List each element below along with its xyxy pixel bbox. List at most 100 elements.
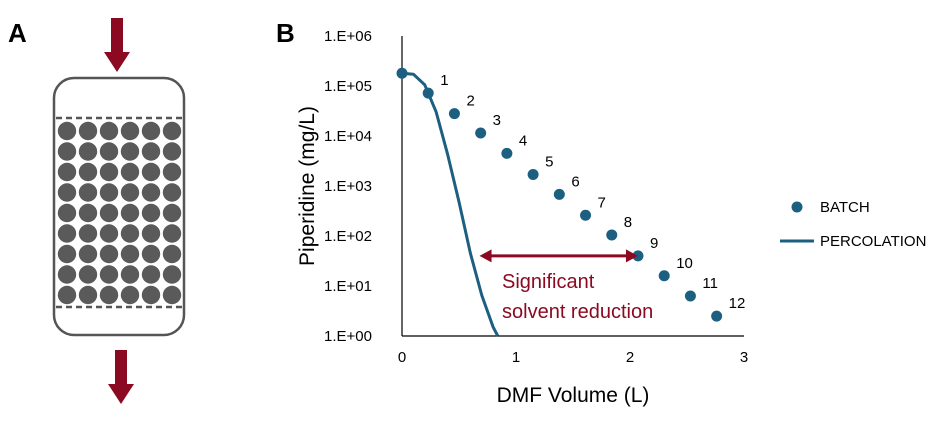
x-tick-label: 3 [740,349,748,366]
resin-bead [141,285,161,305]
resin-bead [78,285,98,305]
resin-bead [120,121,140,141]
resin-bead [57,224,77,243]
batch-point [475,127,487,139]
batch-point [553,188,565,200]
resin-bead [120,203,140,223]
resin-bead [120,285,140,305]
batch-point [580,209,592,221]
y-tick-label: 1.E+05 [324,78,372,95]
legend-percolation-label: PERCOLATION [820,233,926,250]
batch-point [448,108,460,120]
resin-bead [78,121,98,141]
batch-point [684,290,696,302]
resin-bead [99,224,119,243]
resin-bead [57,285,77,305]
batch-point [606,229,618,241]
resin-bead [162,244,182,264]
resin-bead [141,121,161,141]
resin-bead [141,203,161,223]
resin-bead [57,162,77,182]
packed-column [52,76,186,337]
resin-bead [99,121,119,141]
resin-bead [57,121,77,141]
resin-bead [162,265,182,284]
legend-batch-marker [791,201,803,213]
resin-bead [99,244,119,264]
resin-bead [141,224,161,243]
chart: 1.E+00 1.E+01 1.E+02 1.E+03 1.E+04 1.E+05 1.E+… [296,28,748,407]
resin-bead [99,183,119,202]
resin-bead [162,142,182,161]
batch-point-label: 8 [624,214,632,231]
y-tick-label: 1.E+04 [324,128,372,145]
y-tick-label: 1.E+02 [324,228,372,245]
resin-bead [99,265,119,284]
resin-bead [78,183,98,202]
resin-bead [57,244,77,264]
resin-bead [162,121,182,141]
legend-batch-label: BATCH [820,199,870,216]
batch-point [422,87,434,99]
batch-point-label: 4 [519,132,527,149]
resin-bead [141,244,161,264]
resin-bead [141,162,161,182]
resin-bead [78,203,98,223]
resin-bead [162,224,182,243]
x-tick-labels: 0 1 2 3 [398,349,748,366]
resin-bead [99,162,119,182]
resin-bead [57,142,77,161]
x-tick-label: 0 [398,349,406,366]
batch-point-label: 7 [598,194,606,211]
resin-bead [99,142,119,161]
resin-bead [57,203,77,223]
legend: BATCH PERCOLATION [780,199,926,250]
y-tick-label: 1.E+01 [324,278,372,295]
batch-point [658,270,670,282]
y-tick-label: 1.E+00 [324,328,372,345]
resin-bead [120,224,140,243]
reduction-annotation: Significant solvent reduction [479,249,653,323]
resin-bead [120,142,140,161]
resin-bead [162,183,182,202]
resin-bead [78,244,98,264]
batch-point-label: 6 [571,173,579,190]
resin-bead [57,265,77,284]
resin-bead [78,224,98,243]
resin-bead [78,142,98,161]
percolation-line [401,71,500,337]
batch-point-label: 10 [676,255,693,272]
resin-bead [78,265,98,284]
resin-bead [57,183,77,202]
batch-point-label: 1 [440,72,448,89]
y-tick-label: 1.E+06 [324,28,372,45]
batch-point-label: 2 [466,93,474,110]
annotation-line-2: solvent reduction [502,301,653,323]
batch-point-label: 12 [729,295,746,312]
resin-bead [99,203,119,223]
bottom-arrow [108,350,134,404]
resin-beads [57,121,182,305]
resin-bead [162,285,182,305]
panel-a-label: A [8,18,27,48]
resin-bead [120,162,140,182]
resin-bead [120,265,140,284]
resin-bead [120,183,140,202]
batch-point [396,67,408,79]
resin-bead [141,265,161,284]
reduction-arrow-head-right [625,249,638,263]
resin-bead [162,162,182,182]
resin-bead [162,203,182,223]
resin-bead [78,162,98,182]
x-axis-title: DMF Volume (L) [497,384,650,407]
x-tick-label: 2 [626,349,634,366]
y-axis-title: Piperidine (mg/L) [296,106,319,266]
batch-point [711,310,723,322]
batch-point [501,147,513,159]
batch-points [396,67,723,322]
batch-point-label: 3 [493,112,501,129]
batch-point [527,168,539,180]
annotation-line-1: Significant [502,271,595,293]
